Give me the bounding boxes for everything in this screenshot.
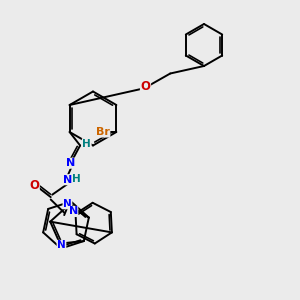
Text: N: N: [63, 175, 72, 185]
Text: O: O: [29, 178, 39, 192]
Text: Br: Br: [96, 127, 110, 137]
Text: N: N: [63, 199, 72, 209]
Text: N: N: [68, 206, 78, 217]
Text: H: H: [82, 139, 91, 149]
Text: H: H: [72, 173, 81, 184]
Text: N: N: [67, 158, 76, 168]
Text: N: N: [57, 240, 66, 250]
Text: O: O: [140, 80, 151, 94]
